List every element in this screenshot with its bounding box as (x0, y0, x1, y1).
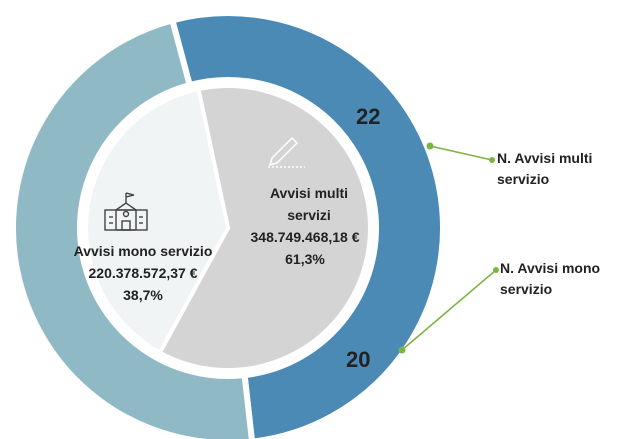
slice-label: Avvisi multi servizi 348.749.468,18 € 61… (240, 182, 370, 270)
amount-label: 220.378.572,37 € (88, 265, 198, 281)
leader-dot (489, 157, 495, 163)
value-label: 20 (346, 347, 371, 372)
pencil-icon (268, 136, 305, 168)
percent-label: 38,7% (123, 287, 163, 303)
leader-dot (426, 142, 434, 150)
value-label: 22 (356, 104, 381, 129)
leader-line (401, 269, 497, 351)
category-label: Avvisi multi servizi (269, 185, 349, 223)
donut-segment (168, 10, 446, 439)
category-label: Avvisi mono servizio (73, 243, 213, 259)
pie-slice (157, 84, 372, 372)
percent-label: 61,3% (285, 251, 325, 267)
icons (104, 136, 305, 231)
legend-label: N. Avvisi multi servizio (497, 150, 593, 187)
pie-slice (84, 86, 231, 356)
legend-label: N. Avvisi mono servizio (500, 260, 601, 297)
leader-dot (398, 346, 406, 354)
leader-line (429, 145, 493, 161)
slice-label: Avvisi mono servizio 220.378.572,37 € 38… (43, 240, 243, 306)
school-icon (104, 192, 148, 231)
leader-dot (493, 267, 499, 273)
donut-segment (10, 16, 255, 439)
amount-label: 348.749.468,18 € (250, 229, 360, 245)
